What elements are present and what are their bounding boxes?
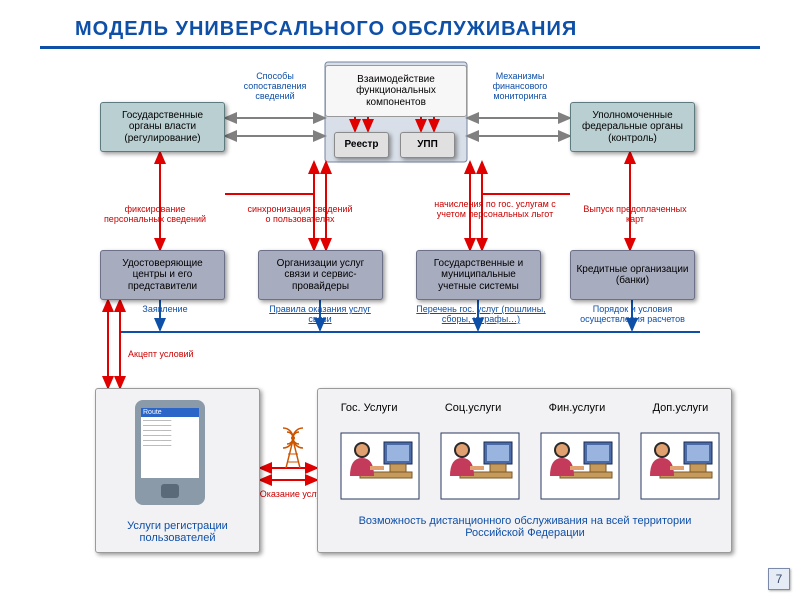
box-fed-label: Уполномоченные федеральные органы (контр…: [575, 110, 690, 145]
label-calc: начисления по гос. услугам с учетом перс…: [430, 200, 560, 220]
box-upp-label: УПП: [417, 139, 438, 151]
label-accept: Акцепт условий: [128, 350, 218, 360]
box-accounting-label: Государственные и муниципальные учетные …: [421, 258, 536, 293]
label-order: Порядок и условия осуществления расчетов: [565, 305, 700, 325]
box-gov: Государственные органы власти (регулиров…: [100, 102, 225, 152]
operator-icon: [440, 432, 520, 500]
pda-device-icon: Route ──────────────────────────────────…: [135, 400, 205, 505]
box-interaction-label: Взаимодействие функциональных компоненто…: [330, 74, 462, 109]
svc1: Гос. Услуги: [341, 402, 398, 414]
label-app: Заявление: [130, 305, 200, 315]
box-provider: Организации услуг связи и сервис-провайд…: [258, 250, 383, 300]
box-reestr-label: Реестр: [345, 139, 379, 151]
label-remote: Возможность дистанционного обслуживания …: [330, 515, 720, 539]
box-cert: Удостоверяющие центры и его представител…: [100, 250, 225, 300]
label-rules: Правила оказания услуг связи: [260, 305, 380, 325]
svc3: Фин.услуги: [549, 402, 606, 414]
svc2: Соц.услуги: [445, 402, 501, 414]
box-cert-label: Удостоверяющие центры и его представител…: [105, 258, 220, 293]
box-fed: Уполномоченные федеральные органы (контр…: [570, 102, 695, 152]
label-sync: синхронизация сведений о пользователях: [245, 205, 355, 225]
label-fix: фиксирование персональных сведений: [100, 205, 210, 225]
page-title: МОДЕЛЬ УНИВЕРСАЛЬНОГО ОБСЛУЖИВАНИЯ: [75, 18, 577, 41]
box-accounting: Государственные и муниципальные учетные …: [416, 250, 541, 300]
svc-heads: Гос. Услуги Соц.услуги Фин.услуги Доп.ус…: [317, 402, 732, 414]
box-reestr: Реестр: [334, 132, 389, 158]
box-gov-label: Государственные органы власти (регулиров…: [105, 110, 220, 145]
operator-icon: [340, 432, 420, 500]
radio-tower-icon: [278, 420, 308, 473]
label-cards: Выпуск предоплаченных карт: [580, 205, 690, 225]
box-credit-label: Кредитные организации (банки): [575, 264, 690, 287]
box-provider-label: Организации услуг связи и сервис-провайд…: [263, 258, 378, 293]
operator-icon: [540, 432, 620, 500]
box-upp: УПП: [400, 132, 455, 158]
box-interaction: Взаимодействие функциональных компоненто…: [325, 65, 467, 117]
page-number: 7: [768, 568, 790, 590]
svc4: Доп.услуги: [653, 402, 709, 414]
box-credit: Кредитные организации (банки): [570, 250, 695, 300]
label-list: Перечень гос. услуг (пошлины, сборы, штр…: [416, 305, 546, 325]
operator-icon: [640, 432, 720, 500]
label-mech: Механизмы финансового мониторинга: [475, 72, 565, 102]
title-underline: [40, 46, 760, 49]
label-reg-service: Услуги регистрации пользователей: [100, 520, 255, 544]
label-methods: Способы сопоставления сведений: [230, 72, 320, 102]
